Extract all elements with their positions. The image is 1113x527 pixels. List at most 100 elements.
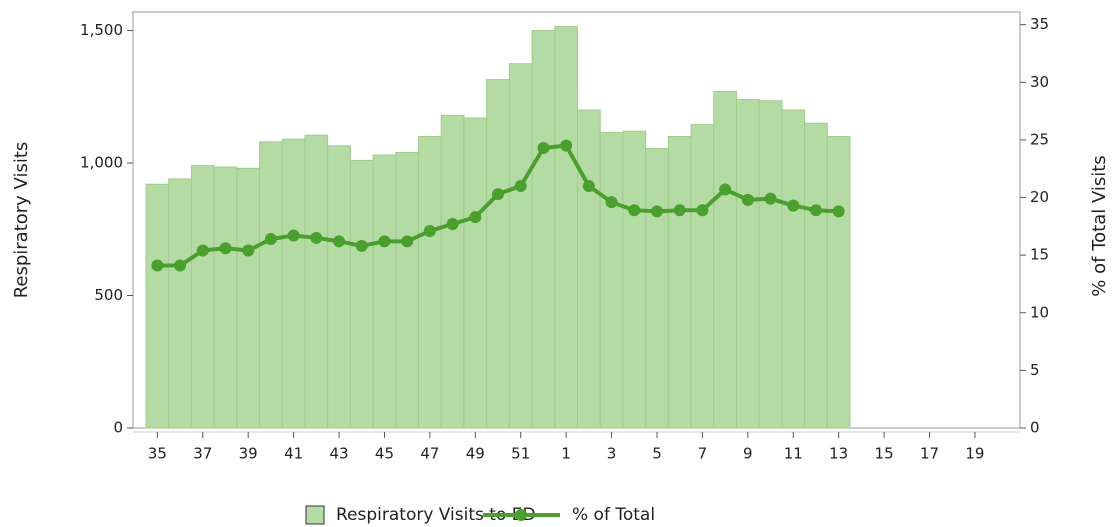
bar bbox=[781, 109, 806, 429]
bar bbox=[667, 136, 692, 429]
x-tick-label: 9 bbox=[743, 445, 753, 463]
x-tick-label: 13 bbox=[829, 445, 848, 463]
bar bbox=[304, 134, 329, 429]
legend-swatch bbox=[305, 505, 325, 525]
bar bbox=[327, 145, 351, 429]
bar bbox=[735, 98, 760, 429]
bar bbox=[145, 183, 170, 429]
y-tick-label: 0 bbox=[113, 419, 123, 437]
bar bbox=[758, 100, 783, 429]
bar bbox=[554, 26, 579, 429]
y2-tick-label: 25 bbox=[1030, 130, 1049, 148]
bar bbox=[213, 166, 238, 429]
y2-axis-title: % of Total Visits bbox=[1089, 155, 1110, 296]
x-tick-label: 15 bbox=[875, 445, 894, 463]
bar bbox=[418, 136, 442, 429]
line-point bbox=[582, 180, 595, 193]
line-point bbox=[151, 259, 164, 272]
bar bbox=[826, 136, 851, 429]
legend-label: % of Total bbox=[572, 505, 655, 525]
line-point bbox=[446, 218, 459, 231]
x-tick-label: 39 bbox=[239, 445, 258, 463]
line-point bbox=[514, 180, 527, 193]
line-point bbox=[764, 192, 777, 205]
legend-dot bbox=[515, 509, 527, 521]
x-tick-label: 41 bbox=[284, 445, 303, 463]
line-point bbox=[809, 204, 822, 217]
line-point bbox=[492, 188, 505, 201]
line-point bbox=[174, 259, 187, 272]
line-point bbox=[264, 233, 277, 246]
bar bbox=[713, 90, 737, 429]
line-point bbox=[219, 242, 232, 255]
y-tick-label: 500 bbox=[94, 286, 123, 304]
line-point bbox=[310, 231, 323, 244]
line-point bbox=[560, 139, 573, 152]
y-tick-label: 1,500 bbox=[80, 21, 123, 39]
line-point bbox=[378, 235, 391, 248]
x-tick-label: 11 bbox=[784, 445, 803, 463]
line-point bbox=[401, 235, 414, 248]
line-point bbox=[628, 204, 641, 217]
x-tick-label: 43 bbox=[329, 445, 348, 463]
y2-tick-label: 15 bbox=[1030, 246, 1049, 264]
bar bbox=[508, 63, 533, 429]
line-point bbox=[537, 141, 550, 154]
line-point bbox=[650, 205, 663, 218]
bar bbox=[440, 114, 465, 429]
legend-label: Respiratory Visits to ED bbox=[336, 505, 536, 525]
x-tick-label: 49 bbox=[466, 445, 485, 463]
bar bbox=[577, 109, 601, 429]
bar bbox=[236, 167, 261, 429]
x-tick-label: 37 bbox=[193, 445, 212, 463]
bar bbox=[463, 117, 488, 429]
x-tick-label: 35 bbox=[148, 445, 167, 463]
y2-tick-label: 35 bbox=[1030, 15, 1049, 33]
line-point bbox=[287, 229, 300, 242]
x-tick-label: 19 bbox=[965, 445, 984, 463]
bar bbox=[645, 147, 669, 429]
line-point bbox=[355, 239, 368, 252]
y-tick-label: 1,000 bbox=[80, 154, 123, 172]
bar bbox=[599, 132, 624, 429]
line-point bbox=[696, 204, 709, 217]
bar bbox=[690, 124, 715, 429]
line-point bbox=[423, 224, 436, 237]
bar bbox=[395, 151, 420, 429]
line-point bbox=[787, 199, 800, 212]
bar bbox=[190, 165, 215, 429]
x-tick-label: 51 bbox=[511, 445, 530, 463]
bar bbox=[372, 154, 397, 429]
y2-tick-label: 20 bbox=[1030, 188, 1049, 206]
bar bbox=[804, 122, 828, 429]
line-point bbox=[469, 211, 482, 224]
x-tick-label: 47 bbox=[420, 445, 439, 463]
line-point bbox=[741, 193, 754, 206]
bar bbox=[281, 138, 306, 429]
line-point bbox=[719, 183, 732, 196]
line-point bbox=[333, 235, 346, 248]
y-axis-title: Respiratory Visits bbox=[11, 142, 32, 299]
x-tick-label: 45 bbox=[375, 445, 394, 463]
line-point bbox=[673, 204, 686, 217]
line-point bbox=[832, 205, 845, 218]
line-point bbox=[196, 244, 209, 257]
line-point bbox=[242, 244, 255, 257]
x-tick-label: 3 bbox=[607, 445, 617, 463]
bar bbox=[168, 178, 192, 429]
bar bbox=[259, 141, 283, 429]
bar bbox=[349, 159, 374, 429]
y2-tick-label: 30 bbox=[1030, 73, 1049, 91]
y2-tick-label: 10 bbox=[1030, 303, 1049, 321]
x-tick-label: 1 bbox=[561, 445, 571, 463]
bar bbox=[622, 130, 647, 429]
bar bbox=[486, 79, 510, 429]
bar bbox=[531, 30, 556, 429]
y2-tick-label: 5 bbox=[1030, 361, 1040, 379]
line-point bbox=[605, 196, 618, 209]
x-tick-label: 5 bbox=[652, 445, 662, 463]
x-tick-label: 7 bbox=[698, 445, 708, 463]
y2-tick-label: 0 bbox=[1030, 419, 1040, 437]
x-tick-label: 17 bbox=[920, 445, 939, 463]
